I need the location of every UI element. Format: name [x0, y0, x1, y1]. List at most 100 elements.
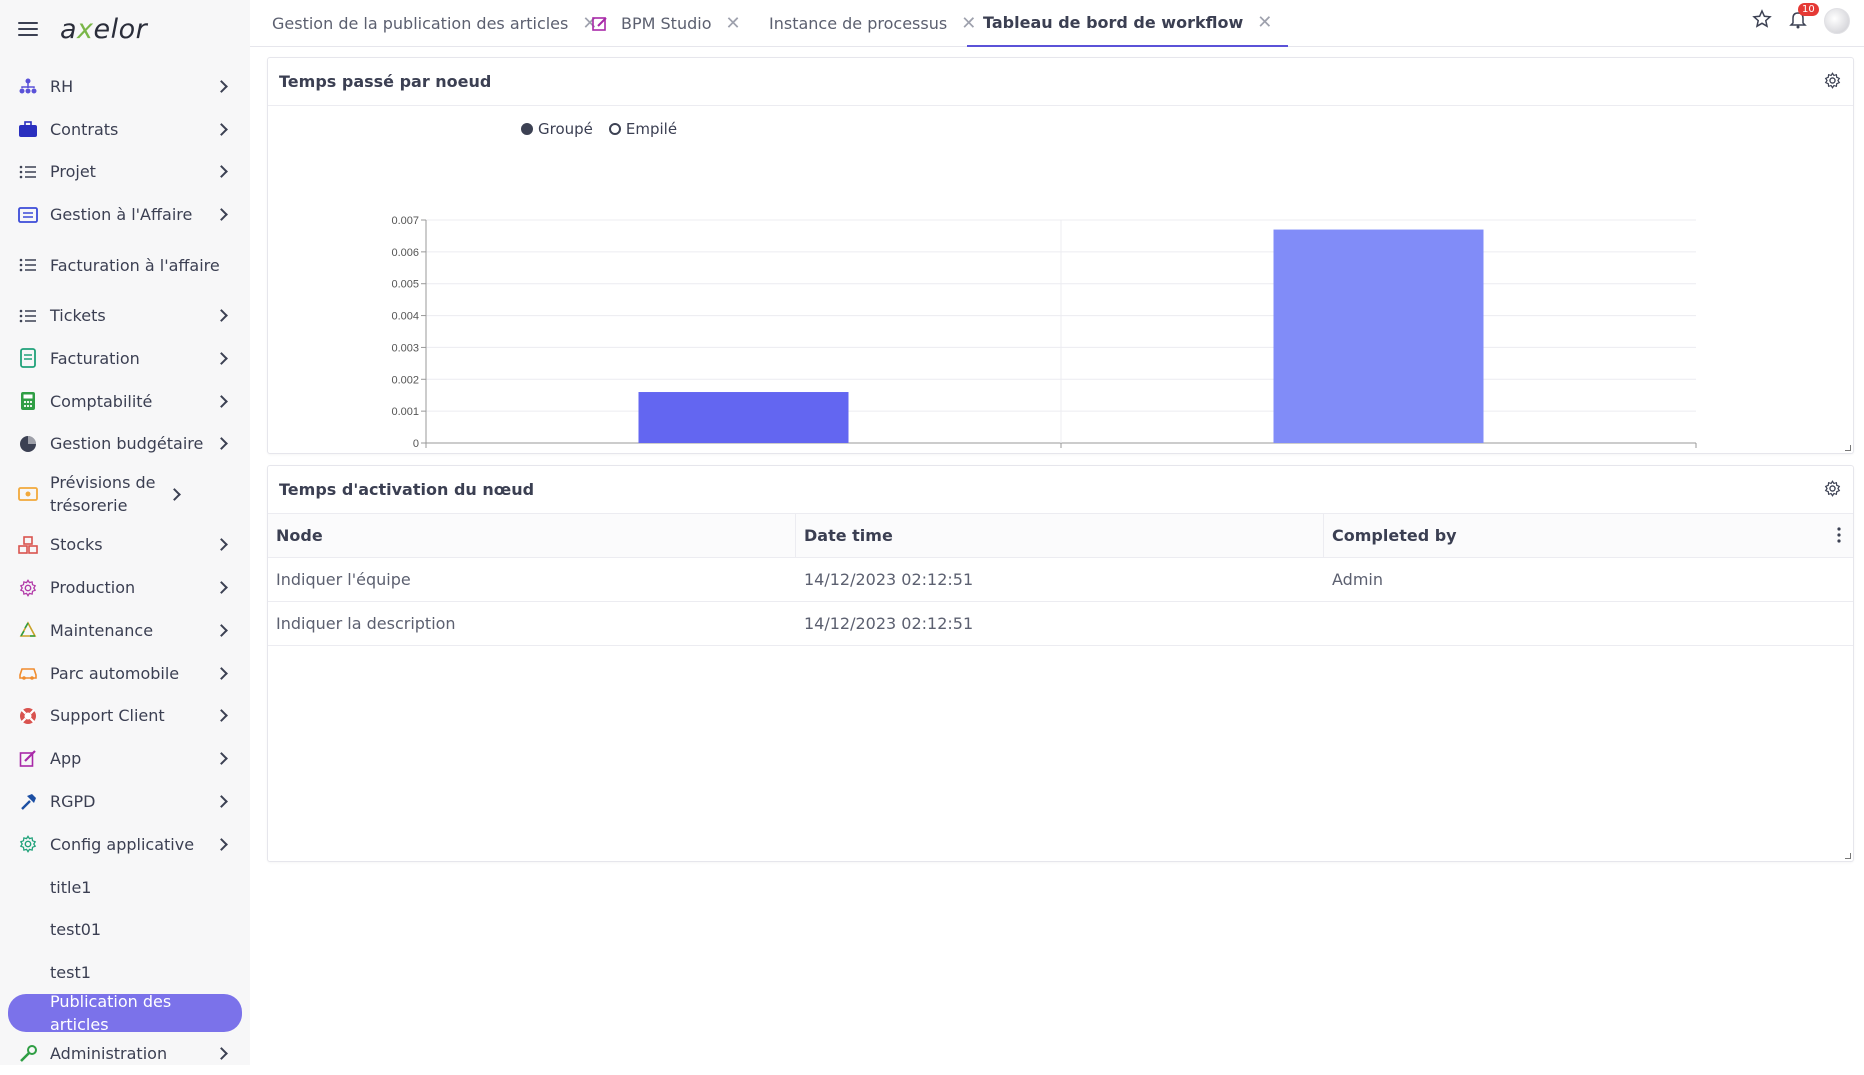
sidebar-item-title1[interactable]: title1	[0, 866, 250, 909]
sidebar-item-tickets[interactable]: Tickets	[0, 294, 250, 337]
chevron-right-icon	[215, 666, 228, 680]
chevron-right-icon	[215, 165, 228, 179]
tab-label: Tableau de bord de workflow	[983, 13, 1244, 32]
chevron-right-icon	[215, 795, 228, 808]
sidebar-item-label: Contrats	[50, 119, 119, 139]
gear-icon	[18, 578, 38, 598]
stacked-radio[interactable]: Empilé	[608, 120, 678, 138]
close-icon[interactable]: ✕	[961, 13, 977, 34]
table-row[interactable]: Indiquer la description 14/12/2023 02:12…	[268, 602, 1853, 646]
sidebar-item-label: Gestion à l'Affaire	[50, 205, 193, 225]
y-tick-label: 0.002	[391, 374, 419, 386]
sidebar-item-test01[interactable]: test01	[0, 909, 250, 952]
sidebar-item-support-client[interactable]: Support Client	[0, 695, 250, 738]
tab-gestion-publication[interactable]: Gestion de la publication des articles ✕	[272, 0, 597, 47]
sidebar-item-facturation-a-l-affaire[interactable]: Facturation à l'affaire	[0, 236, 250, 294]
sidebar-item-production[interactable]: Production	[0, 566, 250, 609]
close-icon[interactable]: ✕	[725, 13, 741, 34]
tab-label: Gestion de la publication des articles	[272, 14, 569, 33]
y-tick-label: 0.007	[391, 215, 419, 227]
edit-icon	[591, 15, 609, 33]
sidebar-item-label: title1	[50, 877, 92, 897]
y-tick-label: 0.006	[391, 247, 419, 259]
sidebar-item-test1[interactable]: test1	[0, 951, 250, 994]
tab-instance-processus[interactable]: Instance de processus ✕	[769, 0, 976, 47]
star-icon[interactable]	[1752, 9, 1772, 33]
cell-completed-by: Admin	[1332, 570, 1383, 589]
column-header-node[interactable]: Node	[268, 514, 796, 557]
bar	[1273, 229, 1484, 443]
hammer-icon	[18, 792, 38, 812]
sidebar-item-label: test1	[50, 963, 91, 983]
sidebar-item-label: Projet	[50, 162, 96, 182]
sidebar-item-rh[interactable]: RH	[0, 65, 250, 108]
sidebar-item-administration[interactable]: Administration	[0, 1032, 250, 1075]
sidebar-item-label: Parc automobile	[50, 663, 180, 683]
app-logo[interactable]: axelor	[60, 13, 148, 45]
calculator-icon	[18, 391, 38, 411]
cell-node: Indiquer la description	[276, 614, 456, 633]
y-tick-label: 0.004	[391, 311, 419, 323]
radio-dot	[521, 123, 533, 135]
sidebar-item-facturation[interactable]: Facturation	[0, 337, 250, 380]
sidebar-item-label: Facturation	[50, 348, 140, 368]
sidebar-item-stocks[interactable]: Stocks	[0, 523, 250, 566]
menu-toggle-icon[interactable]	[18, 22, 38, 36]
sidebar-item-gestion-budgetaire[interactable]: Gestion budgétaire	[0, 423, 250, 466]
column-header-date-time[interactable]: Date time	[796, 514, 1324, 557]
notifications-button[interactable]: 10	[1788, 3, 1819, 33]
panel-title: Temps d'activation du nœud	[279, 480, 535, 499]
sidebar-item-maintenance[interactable]: Maintenance	[0, 609, 250, 652]
settings-gear-icon[interactable]	[1824, 72, 1841, 93]
briefcase-icon	[18, 119, 38, 139]
notification-badge: 10	[1798, 3, 1819, 16]
column-menu-icon[interactable]	[1837, 526, 1841, 548]
settings-gear-icon[interactable]	[1824, 480, 1841, 501]
table-row[interactable]: Indiquer l'équipe 14/12/2023 02:12:51 Ad…	[268, 558, 1853, 602]
sidebar-item-projet[interactable]: Projet	[0, 151, 250, 194]
sidebar-item-publication-des-articles[interactable]: Publication des articles	[8, 992, 242, 1034]
radio-label: Empilé	[625, 120, 678, 138]
sidebar-item-label: test01	[50, 920, 102, 940]
close-icon[interactable]: ✕	[1257, 12, 1273, 33]
chevron-right-icon	[215, 122, 228, 136]
sidebar-item-gestion-a-l-affaire[interactable]: Gestion à l'Affaire	[0, 193, 250, 236]
chevron-right-icon	[215, 394, 228, 408]
tab-bpm-studio[interactable]: BPM Studio ✕	[591, 0, 741, 47]
sidebar-item-label: Comptabilité	[50, 391, 153, 411]
sidebar-item-config-applicative[interactable]: Config applicative	[0, 823, 250, 866]
sidebar-item-label: RGPD	[50, 792, 96, 812]
bar-chart: 00.0010.0020.0030.0040.0050.0060.007Indi…	[391, 215, 1697, 450]
sidebar-item-label: Config applicative	[50, 834, 195, 854]
radio-label: Groupé	[538, 120, 593, 138]
sidebar-menu: RH Contrats Projet Gestion à l'Affaire Factu…	[0, 65, 250, 1075]
tab-tableau-bord-workflow[interactable]: Tableau de bord de workflow ✕	[967, 0, 1289, 47]
column-header-completed-by[interactable]: Completed by	[1332, 526, 1457, 545]
chevron-right-icon	[215, 623, 228, 637]
chevron-right-icon	[215, 208, 228, 222]
avatar[interactable]	[1824, 8, 1850, 34]
sidebar-item-app[interactable]: App	[0, 737, 250, 780]
sidebar-item-label: Stocks	[50, 535, 103, 555]
sidebar-item-previsions-de-tresorerie[interactable]: Prévisions de trésorerie	[0, 465, 250, 523]
sidebar-item-comptabilite[interactable]: Comptabilité	[0, 380, 250, 423]
sidebar-item-parc-automobile[interactable]: Parc automobile	[0, 652, 250, 695]
top-right-actions: 10	[1752, 3, 1850, 34]
recycle-icon	[18, 620, 38, 640]
chevron-right-icon	[215, 538, 228, 552]
wrench-icon	[18, 1044, 38, 1064]
sidebar-item-rgpd[interactable]: RGPD	[0, 780, 250, 823]
sidebar-item-contrats[interactable]: Contrats	[0, 108, 250, 151]
chevron-right-icon	[215, 709, 228, 723]
resize-handle[interactable]	[1845, 445, 1851, 451]
sidebar-item-label: Support Client	[50, 706, 165, 726]
cell-node: Indiquer l'équipe	[276, 570, 411, 589]
sidebar: axelor RH Contrats Projet Gestion à l'Affai…	[0, 0, 250, 1065]
sidebar-item-label: Tickets	[50, 306, 106, 326]
cash-icon	[18, 484, 38, 504]
chevron-right-icon	[215, 80, 228, 93]
grouped-radio[interactable]: Groupé	[521, 120, 593, 138]
activation-table: Node Date time Completed by Indiquer l'é…	[268, 514, 1853, 646]
tab-bar: Gestion de la publication des articles ✕…	[250, 0, 1864, 47]
resize-handle[interactable]	[1845, 853, 1851, 859]
